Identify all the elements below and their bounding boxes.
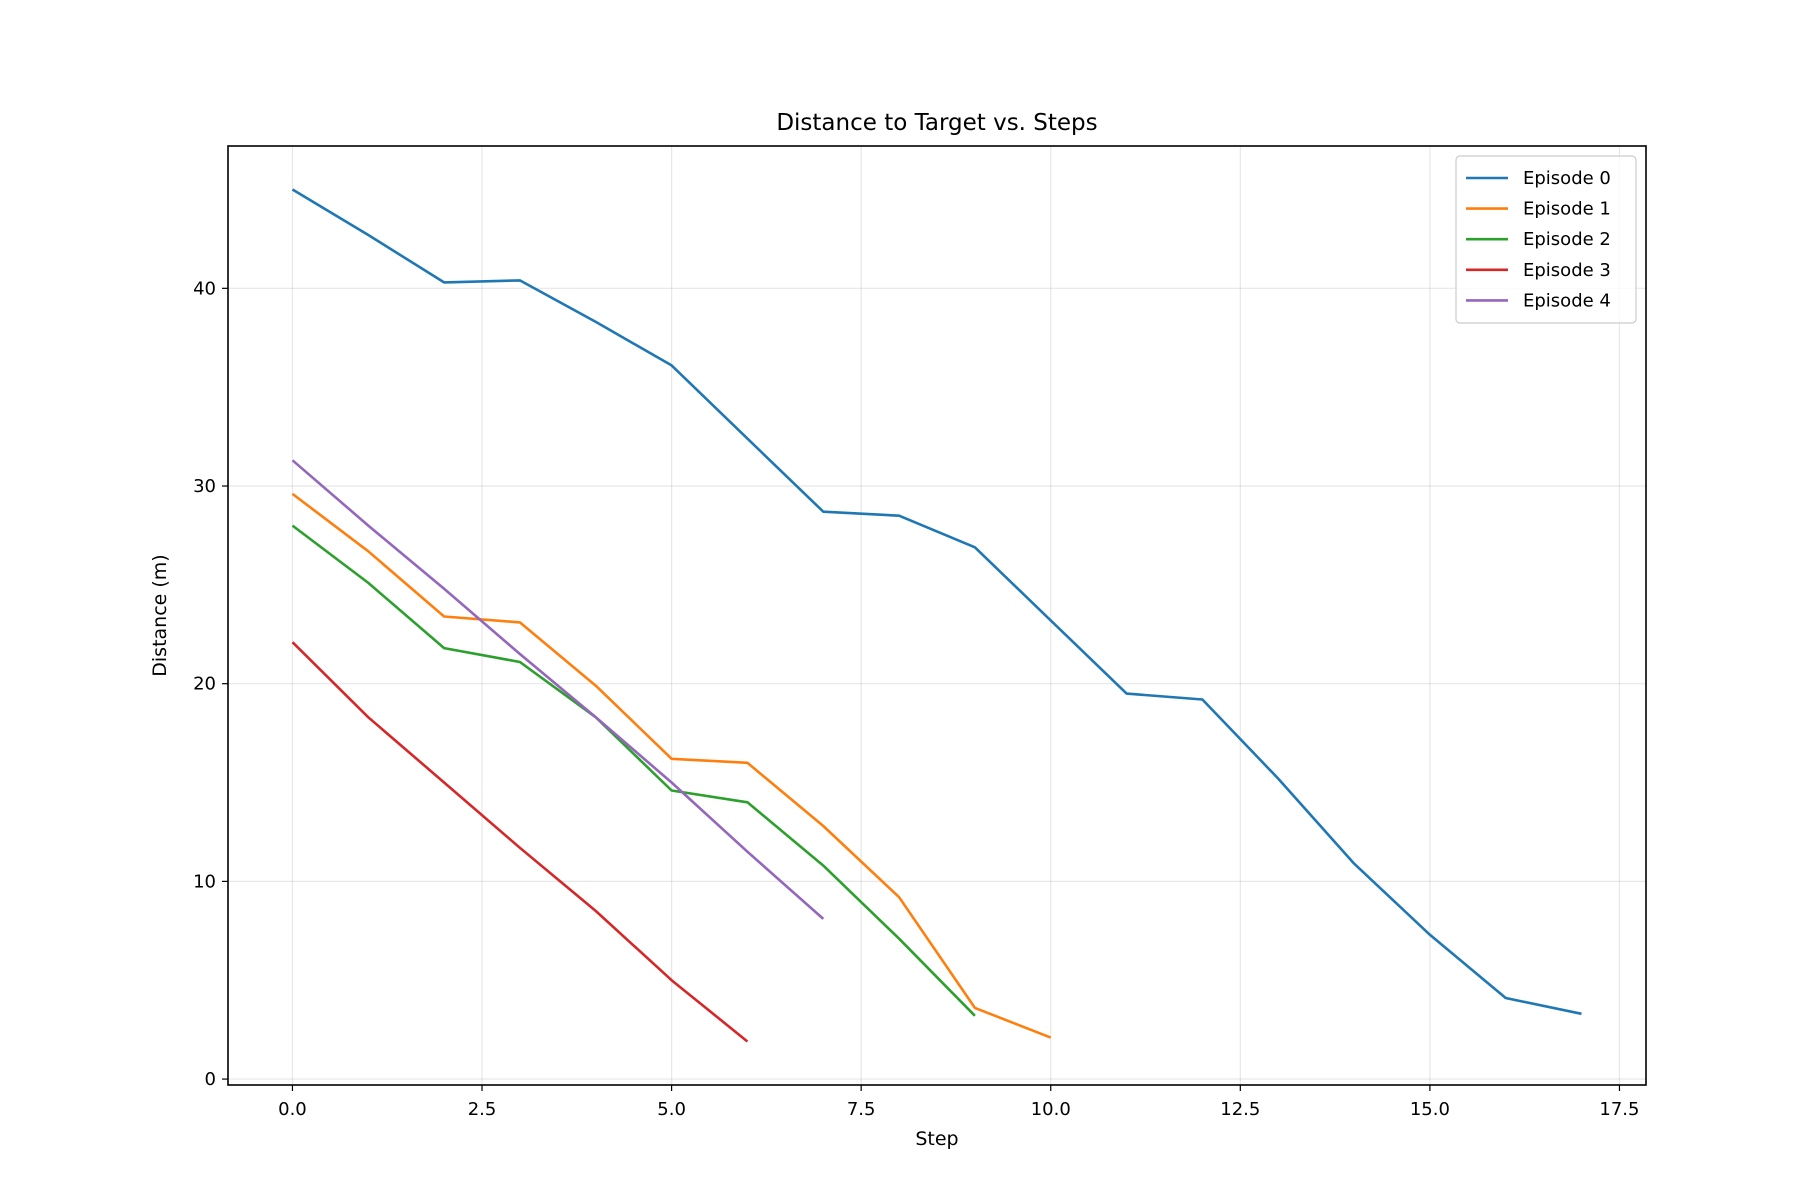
legend: Episode 0 Episode 1 Episode 2 Episode 3 Epis… bbox=[1455, 155, 1637, 324]
legend-label: Episode 1 bbox=[1523, 199, 1611, 220]
legend-label: Episode 2 bbox=[1523, 229, 1611, 250]
x-tick-label: 12.5 bbox=[1220, 1099, 1260, 1120]
series-line-episode-0 bbox=[291, 188, 1582, 1016]
x-tick-label: 17.5 bbox=[1599, 1099, 1639, 1120]
legend-box bbox=[1455, 155, 1637, 324]
chart-title: Distance to Target vs. Steps bbox=[776, 110, 1097, 136]
y-tick-label: 0 bbox=[205, 1069, 216, 1090]
x-tick-label: 5.0 bbox=[657, 1099, 686, 1120]
plot-frame bbox=[227, 145, 1647, 1086]
x-tick-label: 0.0 bbox=[278, 1099, 307, 1120]
series-line-episode-4 bbox=[291, 459, 825, 920]
y-tick-label: 20 bbox=[193, 674, 216, 695]
axis-ticks: 0.0 2.5 5.0 7.5 10.0 12.5 15.0 17.5 0 10 20 30 40 bbox=[193, 278, 1639, 1120]
series-line-episode-3 bbox=[291, 641, 749, 1043]
series-line-episode-1 bbox=[291, 492, 1052, 1039]
x-axis-label: Step bbox=[915, 1128, 958, 1150]
x-tick-label: 15.0 bbox=[1410, 1099, 1450, 1120]
y-tick-label: 40 bbox=[193, 278, 216, 299]
series-line-episode-2 bbox=[291, 524, 976, 1017]
y-tick-label: 30 bbox=[193, 476, 216, 497]
series-lines bbox=[291, 188, 1582, 1043]
x-tick-label: 2.5 bbox=[468, 1099, 497, 1120]
legend-label: Episode 3 bbox=[1523, 260, 1611, 281]
legend-label: Episode 0 bbox=[1523, 168, 1611, 189]
x-tick-label: 7.5 bbox=[847, 1099, 876, 1120]
y-tick-label: 10 bbox=[193, 871, 216, 892]
legend-label: Episode 4 bbox=[1523, 290, 1611, 311]
y-axis-label: Distance (m) bbox=[149, 554, 171, 676]
x-tick-label: 10.0 bbox=[1031, 1099, 1071, 1120]
